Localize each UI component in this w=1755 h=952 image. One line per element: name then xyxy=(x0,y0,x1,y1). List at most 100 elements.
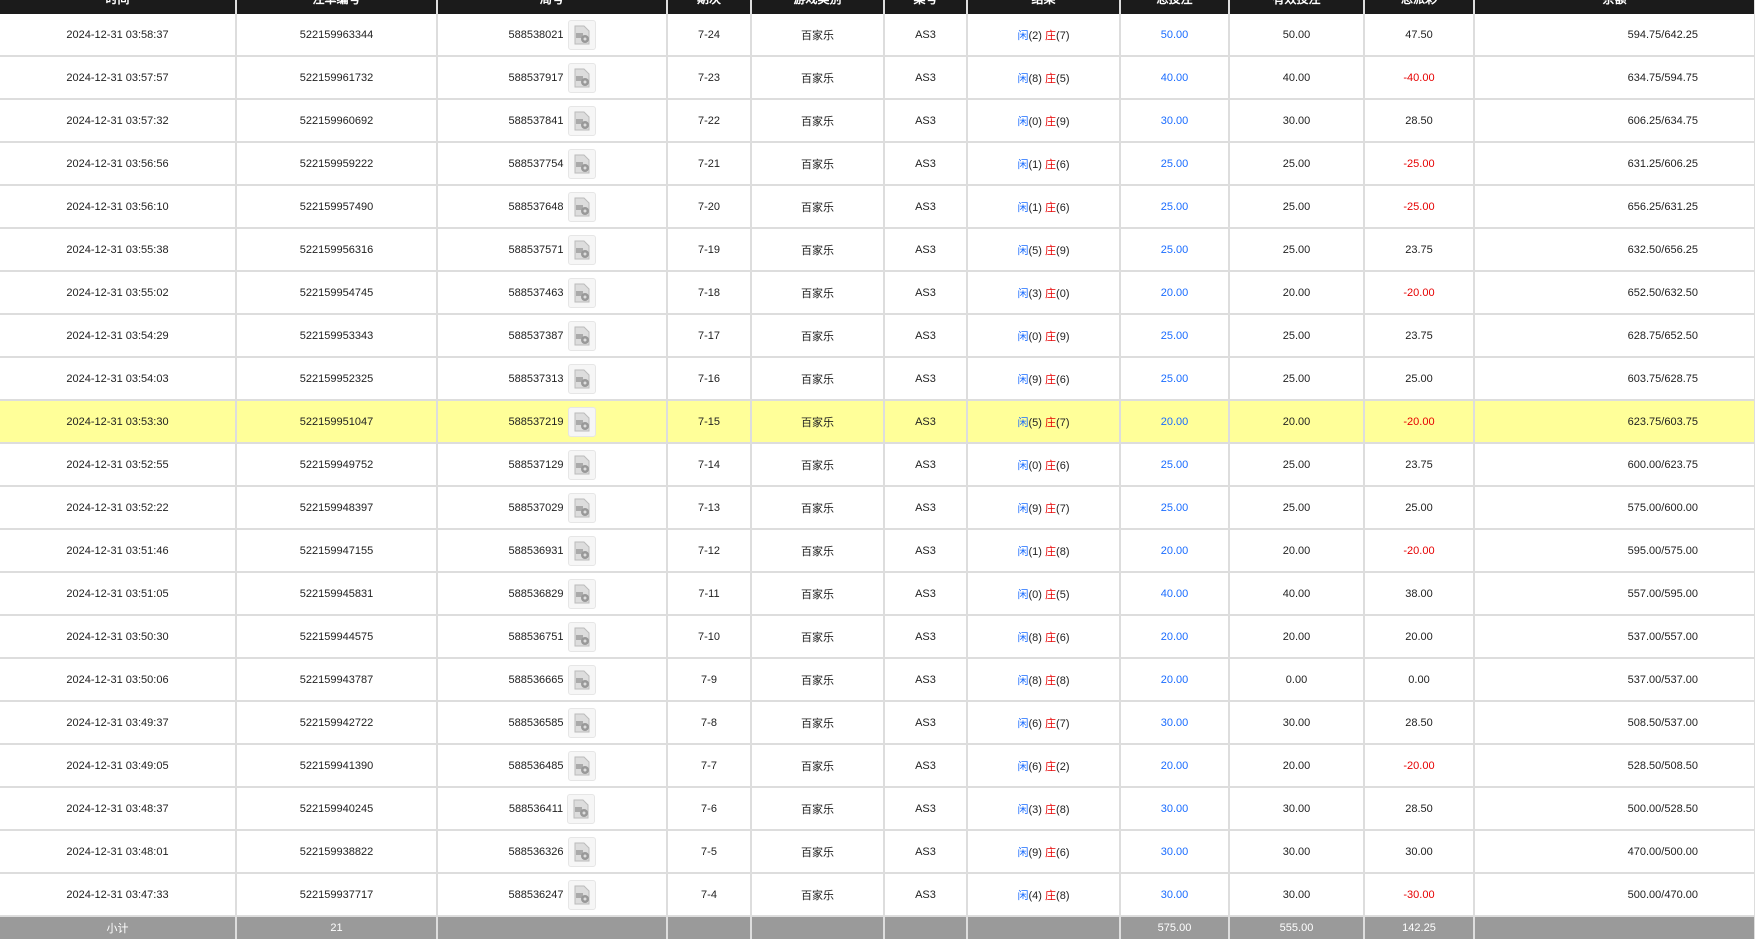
table-row[interactable]: 2024-12-31 03:57:57 522159961732 588537917… xyxy=(0,56,1755,100)
cell-round-id: 588537387 xyxy=(437,314,668,358)
replay-video-icon[interactable] xyxy=(567,234,596,265)
cell-bet-id: 522159944575 xyxy=(236,615,438,659)
round-id: 588537029 xyxy=(508,501,564,514)
player-label: 闲 xyxy=(1017,201,1029,214)
header-result: 结果 xyxy=(967,0,1121,14)
cell-payout: 23.75 xyxy=(1364,228,1475,272)
replay-video-icon[interactable] xyxy=(567,707,596,738)
cell-period: 7-15 xyxy=(667,400,752,444)
player-score: 8 xyxy=(1032,72,1039,85)
cell-balance: 537.00/557.00 xyxy=(1474,615,1755,659)
replay-video-icon[interactable] xyxy=(567,621,596,652)
round-id: 588537917 xyxy=(508,71,564,84)
table-row[interactable]: 2024-12-31 03:56:56 522159959222 588537754… xyxy=(0,142,1755,186)
cell-time: 2024-12-31 03:51:46 xyxy=(0,529,237,573)
player-label: 闲 xyxy=(1017,889,1029,902)
cell-table-no: AS3 xyxy=(884,443,968,487)
round-id: 588536247 xyxy=(508,888,564,901)
replay-video-icon[interactable] xyxy=(567,750,596,781)
replay-video-icon[interactable] xyxy=(567,664,596,695)
cell-period: 7-14 xyxy=(667,443,752,487)
cell-payout: 30.00 xyxy=(1364,830,1475,874)
table-row[interactable]: 2024-12-31 03:54:29 522159953343 588537387… xyxy=(0,314,1755,358)
round-id: 588537463 xyxy=(508,286,564,299)
table-row[interactable]: 2024-12-31 03:49:05 522159941390 588536485… xyxy=(0,744,1755,788)
table-row[interactable]: 2024-12-31 03:54:03 522159952325 588537313… xyxy=(0,357,1755,401)
cell-round-id: 588537463 xyxy=(437,271,668,315)
cell-game-type: 百家乐 xyxy=(751,185,885,229)
replay-video-icon[interactable] xyxy=(567,535,596,566)
player-score: 1 xyxy=(1032,158,1039,171)
cell-round-id: 588536829 xyxy=(437,572,668,616)
replay-video-icon[interactable] xyxy=(567,148,596,179)
replay-video-icon[interactable] xyxy=(567,836,596,867)
cell-payout: 0.00 xyxy=(1364,658,1475,702)
replay-video-icon[interactable] xyxy=(567,879,596,910)
replay-video-icon[interactable] xyxy=(567,449,596,480)
cell-period: 7-6 xyxy=(667,787,752,831)
player-score: 6 xyxy=(1032,717,1039,730)
cell-balance: 508.50/537.00 xyxy=(1474,701,1755,745)
cell-payout: 38.00 xyxy=(1364,572,1475,616)
player-label: 闲 xyxy=(1017,115,1029,128)
replay-video-icon[interactable] xyxy=(567,277,596,308)
cell-table-no: AS3 xyxy=(884,142,968,186)
table-row[interactable]: 2024-12-31 03:50:30 522159944575 588536751… xyxy=(0,615,1755,659)
replay-video-icon[interactable] xyxy=(567,578,596,609)
table-row[interactable]: 2024-12-31 03:49:37 522159942722 588536585… xyxy=(0,701,1755,745)
cell-bet-id: 522159956316 xyxy=(236,228,438,272)
replay-video-icon[interactable] xyxy=(567,62,596,93)
table-row[interactable]: 2024-12-31 03:58:37 522159963344 588538021… xyxy=(0,14,1755,57)
replay-video-icon[interactable] xyxy=(567,492,596,523)
table-row[interactable]: 2024-12-31 03:51:05 522159945831 588536829… xyxy=(0,572,1755,616)
table-row[interactable]: 2024-12-31 03:55:02 522159954745 588537463… xyxy=(0,271,1755,315)
cell-time: 2024-12-31 03:52:55 xyxy=(0,443,237,487)
banker-label: 庄 xyxy=(1045,889,1057,902)
cell-game-type: 百家乐 xyxy=(751,400,885,444)
table-row[interactable]: 2024-12-31 03:55:38 522159956316 588537571… xyxy=(0,228,1755,272)
replay-video-icon[interactable] xyxy=(567,191,596,222)
table-row[interactable]: 2024-12-31 03:52:22 522159948397 588537029… xyxy=(0,486,1755,530)
cell-valid-bet: 20.00 xyxy=(1229,615,1365,659)
table-row[interactable]: 2024-12-31 03:57:32 522159960692 588537841… xyxy=(0,99,1755,143)
replay-video-icon[interactable] xyxy=(567,19,596,50)
round-id: 588537571 xyxy=(508,243,564,256)
table-row[interactable]: 2024-12-31 03:51:46 522159947155 588536931… xyxy=(0,529,1755,573)
cell-game-type: 百家乐 xyxy=(751,572,885,616)
cell-round-id: 588538021 xyxy=(437,14,668,57)
empty-cell xyxy=(1474,916,1755,939)
cell-valid-bet: 25.00 xyxy=(1229,185,1365,229)
cell-payout: 28.50 xyxy=(1364,787,1475,831)
cell-period: 7-20 xyxy=(667,185,752,229)
replay-video-icon[interactable] xyxy=(567,793,596,824)
cell-balance: 634.75/594.75 xyxy=(1474,56,1755,100)
table-row[interactable]: 2024-12-31 03:48:37 522159940245 588536411… xyxy=(0,787,1755,831)
player-label: 闲 xyxy=(1017,803,1029,816)
cell-result: 闲(1) 庄(8) xyxy=(967,529,1121,573)
cell-table-no: AS3 xyxy=(884,529,968,573)
cell-result: 闲(8) 庄(8) xyxy=(967,658,1121,702)
table-row[interactable]: 2024-12-31 03:50:06 522159943787 588536665… xyxy=(0,658,1755,702)
player-label: 闲 xyxy=(1017,717,1029,730)
table-row[interactable]: 2024-12-31 03:47:33 522159937717 588536247… xyxy=(0,873,1755,917)
replay-video-icon[interactable] xyxy=(567,406,596,437)
player-score: 1 xyxy=(1032,545,1039,558)
replay-video-icon[interactable] xyxy=(567,105,596,136)
replay-video-icon[interactable] xyxy=(567,363,596,394)
replay-video-icon[interactable] xyxy=(567,320,596,351)
table-row[interactable]: 2024-12-31 03:52:55 522159949752 588537129… xyxy=(0,443,1755,487)
table-row[interactable]: 2024-12-31 03:56:10 522159957490 588537648… xyxy=(0,185,1755,229)
player-label: 闲 xyxy=(1017,158,1029,171)
banker-label: 庄 xyxy=(1045,72,1057,85)
player-score: 3 xyxy=(1032,803,1039,816)
cell-result: 闲(0) 庄(9) xyxy=(967,314,1121,358)
cell-time: 2024-12-31 03:47:33 xyxy=(0,873,237,917)
cell-table-no: AS3 xyxy=(884,615,968,659)
round-id: 588536585 xyxy=(508,716,564,729)
cell-total-bet: 25.00 xyxy=(1120,185,1230,229)
cell-period: 7-13 xyxy=(667,486,752,530)
table-row[interactable]: 2024-12-31 03:48:01 522159938822 588536326… xyxy=(0,830,1755,874)
table-row[interactable]: 2024-12-31 03:53:30 522159951047 588537219… xyxy=(0,400,1755,444)
cell-result: 闲(2) 庄(7) xyxy=(967,14,1121,57)
cell-time: 2024-12-31 03:52:22 xyxy=(0,486,237,530)
